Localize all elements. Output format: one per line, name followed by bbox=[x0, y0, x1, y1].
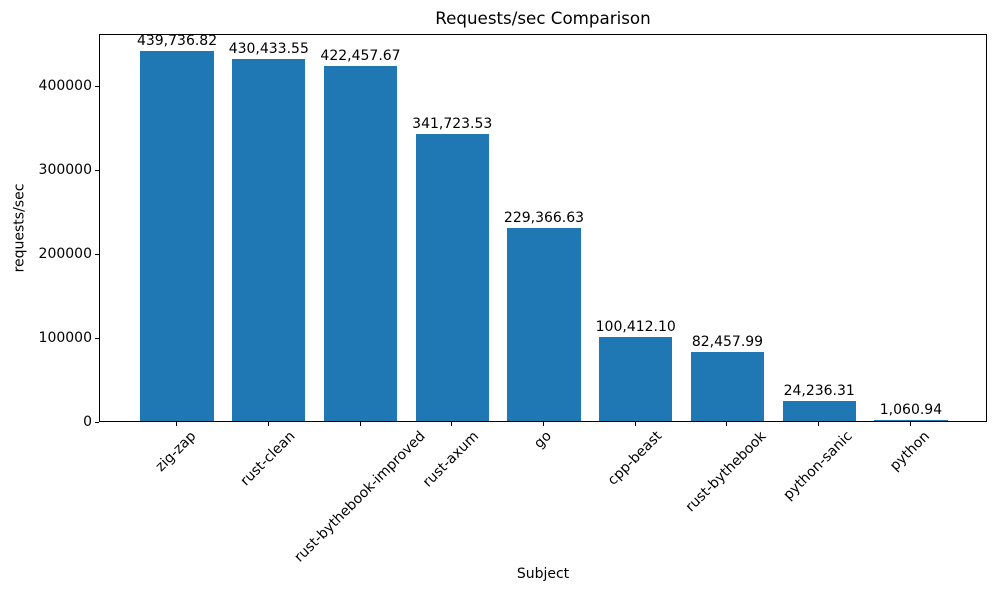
bar-value-label: 341,723.53 bbox=[412, 116, 493, 132]
x-tick-mark bbox=[818, 422, 820, 426]
bar-python-sanic bbox=[782, 401, 856, 421]
y-axis-label: requests/sec bbox=[11, 183, 28, 273]
y-tick-label: 100000 bbox=[38, 330, 92, 346]
x-tick-mark bbox=[634, 422, 636, 426]
x-tick-mark bbox=[909, 422, 911, 426]
bar-cpp-beast bbox=[599, 337, 673, 421]
bar-rust-bythebook-improved bbox=[323, 66, 398, 421]
x-tick-label-rust-axum: rust-axum bbox=[420, 428, 483, 491]
bar-value-label: 439,736.82 bbox=[136, 33, 218, 49]
bar-zig-zap bbox=[140, 51, 214, 421]
y-tick-mark bbox=[95, 170, 99, 171]
x-tick-mark bbox=[267, 422, 269, 426]
y-tick-label: 200000 bbox=[38, 246, 92, 262]
x-tick-label-python-sanic: python-sanic bbox=[780, 428, 856, 504]
chart-title: Requests/sec Comparison bbox=[435, 8, 651, 28]
bar-value-label: 100,412.10 bbox=[595, 319, 676, 335]
x-tick-mark bbox=[726, 422, 728, 426]
x-tick-label-rust-bythebook-improved: rust-bythebook-improved bbox=[290, 428, 429, 566]
bar-value-label: 24,236.31 bbox=[783, 383, 855, 399]
y-tick-label: 300000 bbox=[38, 162, 92, 178]
x-tick-label-python: python bbox=[886, 428, 933, 475]
bar-rust-bythebook bbox=[690, 352, 765, 421]
x-tick-label-rust-bythebook: rust-bythebook bbox=[683, 428, 770, 516]
bar-value-label: 422,457.67 bbox=[320, 48, 401, 64]
bar-python bbox=[874, 420, 948, 421]
bar-rust-clean bbox=[232, 59, 306, 421]
x-tick-label-rust-clean: rust-clean bbox=[237, 428, 299, 490]
y-tick-mark bbox=[95, 338, 99, 339]
bar-go bbox=[507, 228, 581, 421]
x-tick-mark bbox=[451, 422, 453, 426]
bar-value-label: 1,060.94 bbox=[879, 402, 943, 418]
y-tick-mark bbox=[95, 254, 99, 255]
y-tick-mark bbox=[95, 422, 99, 423]
bar-value-label: 430,433.55 bbox=[228, 41, 309, 57]
x-tick-mark bbox=[176, 422, 178, 426]
bar-rust-axum bbox=[415, 134, 489, 421]
plot-area: 439,736.82 430,433.55 422,457.67 341,723.53… bbox=[99, 34, 987, 422]
y-tick-mark bbox=[95, 86, 99, 87]
x-tick-label-cpp-beast: cpp-beast bbox=[604, 428, 665, 489]
y-tick-label: 400000 bbox=[38, 78, 92, 94]
x-axis-label: Subject bbox=[516, 566, 570, 582]
x-tick-label-zig-zap: zig-zap bbox=[152, 428, 200, 475]
y-tick-label: 0 bbox=[83, 414, 92, 430]
x-tick-label-go: go bbox=[531, 428, 555, 452]
x-tick-mark bbox=[543, 422, 544, 426]
bar-value-label: 229,366.63 bbox=[503, 210, 585, 226]
bar-value-label: 82,457.99 bbox=[691, 334, 764, 350]
x-tick-mark bbox=[359, 422, 361, 426]
